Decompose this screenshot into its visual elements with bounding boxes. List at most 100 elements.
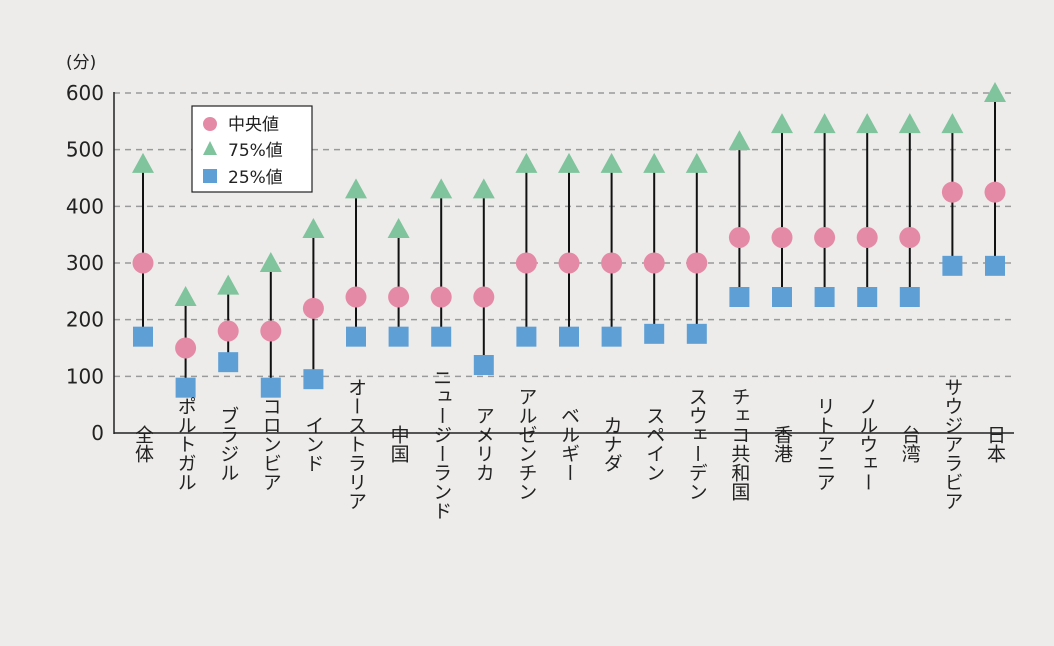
x-category-label: アルゼンチン [515,387,537,501]
p75-marker [259,252,282,272]
median-marker [260,320,282,342]
legend-p25-marker [203,169,217,183]
p75-marker [345,178,367,199]
p25-marker [133,326,153,347]
axes [113,92,1014,434]
median-marker [941,181,963,203]
p75-marker [813,113,836,134]
x-category-label: カナダ [601,416,623,473]
x-category-label: ノルウェー [856,397,878,492]
p75-marker [728,130,751,151]
x-category-label: チェコ共和国 [728,387,750,501]
p25-marker [346,326,366,347]
median-marker [132,252,154,274]
y-tick-label: 600 [66,81,104,105]
p75-marker [430,178,453,199]
y-unit-label: (分) [66,53,96,73]
legend-median-marker [203,117,217,131]
x-category-label: リトアニア [814,397,836,492]
p25-marker [260,377,281,398]
p25-marker [857,287,878,307]
median-marker [814,227,836,248]
y-tick-label: 100 [66,364,104,388]
p75-marker [387,218,410,238]
median-marker [515,252,537,274]
p75-marker [771,113,793,134]
median-marker [473,286,495,308]
p25-marker [644,323,665,344]
legend-p25-label: 25%値 [228,168,283,188]
median-marker [302,297,324,319]
p25-marker [686,323,707,344]
x-category-label: サウジアラビア [941,378,963,511]
p25-marker [303,369,324,390]
median-marker [686,252,708,274]
x-category-label: スウェーデン [686,387,708,501]
y-tick-label: 0 [91,421,104,445]
median-marker [345,286,367,308]
p25-marker [559,326,579,347]
median-marker [771,227,793,248]
x-category-label: インド [302,416,324,473]
p25-marker [772,287,792,307]
y-tick-label: 200 [66,308,104,332]
x-category-label: 香港 [771,425,793,463]
x-category-label: コロンビア [260,397,282,492]
p75-marker [685,152,708,173]
p25-marker [516,326,537,347]
p75-marker [558,152,580,173]
p25-marker [899,287,920,307]
p75-marker [515,152,538,173]
x-category-label: オーストラリア [345,378,367,511]
median-marker [388,286,410,308]
legend-p75-marker [203,141,217,155]
legend: 中央値 75%値 25%値 [191,105,313,193]
median-marker [643,252,665,274]
y-tick-labels: 0 100 200 300 400 500 600 [66,81,104,445]
median-marker [558,252,580,274]
x-category-label: アメリカ [473,406,495,482]
p25-marker [985,255,1005,276]
p75-marker [302,218,325,238]
p25-marker [431,326,452,347]
p75-marker [941,113,964,134]
x-category-label: 中国 [388,425,410,463]
range-stems [142,93,996,388]
p75-marker [643,152,666,173]
legend-p75-label: 75%値 [228,141,283,161]
grid-lines [114,92,1014,378]
median-marker [175,337,197,359]
x-category-label: ポルトガル [175,396,197,491]
median-marker [856,227,878,248]
x-category-label: 全体 [132,425,154,463]
median-marker [217,320,239,342]
p25-marker [942,255,963,276]
p25-marker [729,287,750,307]
legend-median-label: 中央値 [228,115,279,135]
x-category-label: スペイン [643,406,665,482]
x-category-label: ブラジル [217,406,239,482]
p25-marker [814,287,835,307]
p75-marker [174,286,197,306]
data-markers [132,82,1006,398]
p75-marker [856,113,879,134]
p75-marker [984,82,1006,102]
median-marker [601,252,623,274]
median-marker [728,227,750,248]
x-category-label: 日本 [984,425,1006,463]
median-marker [984,181,1006,203]
x-category-label: ニュージーランド [430,368,452,520]
p25-marker [175,377,196,398]
y-tick-label: 500 [66,138,104,162]
p25-marker [388,326,409,347]
x-category-labels: 全体 ポルトガル ブラジル コロンビア インド オーストラリア 中国 ニュージーランド アメリカ… [132,368,1006,520]
p75-marker [132,152,154,173]
p75-marker [600,152,623,173]
p25-marker [218,352,239,373]
p25-marker [601,326,622,347]
p75-marker [217,274,240,295]
x-category-label: 台湾 [899,425,921,464]
y-tick-label: 300 [66,251,104,275]
median-marker [899,227,921,248]
